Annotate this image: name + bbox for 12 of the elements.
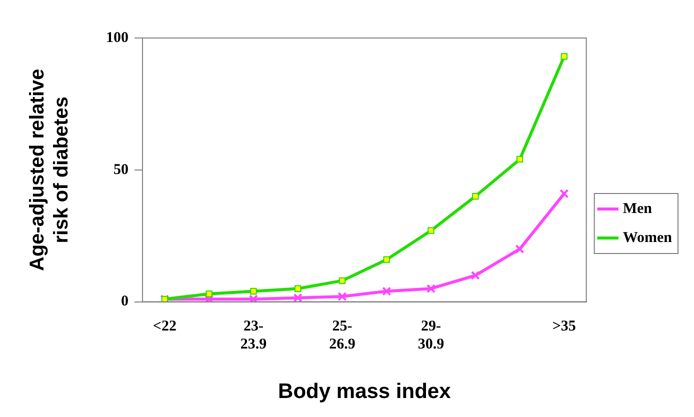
legend-label: Men bbox=[622, 200, 653, 217]
legend-label: Women bbox=[622, 230, 673, 246]
x-tick-label: <22 bbox=[152, 318, 176, 335]
y-tick-label: 50 bbox=[114, 162, 128, 178]
y-tick-label: 100 bbox=[106, 30, 128, 46]
x-tick-label: >35 bbox=[552, 318, 576, 335]
x-tick-label: 25-26.9 bbox=[329, 318, 356, 353]
y-axis-title: Age-adjusted relative risk of diabetes bbox=[26, 68, 73, 272]
x-axis-title: Body mass index bbox=[278, 380, 452, 404]
x-tick-label: 23-23.9 bbox=[240, 318, 267, 353]
x-tick-label: 29-30.9 bbox=[418, 318, 444, 353]
y-tick-label: 0 bbox=[121, 294, 128, 310]
